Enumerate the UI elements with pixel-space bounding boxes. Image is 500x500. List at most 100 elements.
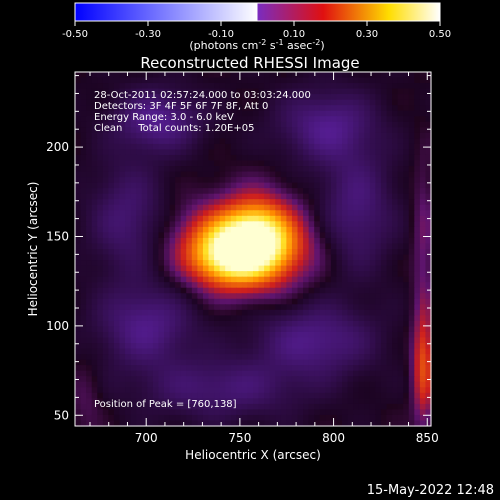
heatmap-cell [125,105,132,112]
heatmap-cell [380,414,388,422]
heatmap-cell [369,343,376,350]
heatmap-cell [75,381,82,388]
heatmap-cell [91,387,98,394]
heatmap-cell [241,77,249,84]
heatmap-cell [297,376,304,383]
heatmap-cell [180,127,187,134]
heatmap-cell [175,193,182,200]
heatmap-cell [303,403,310,411]
heatmap-cell [113,182,121,189]
heatmap-cell [130,354,137,361]
heatmap-cell [186,143,193,151]
heatmap-cell [280,143,287,151]
heatmap-cell [369,210,376,217]
heatmap-cell [86,237,93,245]
heatmap-cell [308,387,315,394]
heatmap-cell [191,315,198,322]
heatmap-cell [380,127,388,134]
heatmap-cell [191,154,198,162]
heatmap-cell [208,409,215,416]
heatmap-cell [414,249,421,256]
heatmap-cell [269,343,276,350]
heatmap-cell [230,260,237,267]
heatmap-cell [86,182,93,189]
heatmap-cell [141,354,148,361]
heatmap-cell [247,121,254,128]
heatmap-cell [147,188,154,195]
heatmap-cell [291,215,299,222]
heatmap-cell [397,260,404,267]
heatmap-cell [130,376,137,383]
heatmap-cell [280,121,287,128]
heatmap-cell [314,105,321,112]
heatmap-cell [286,243,293,250]
heatmap-cell [258,387,265,394]
heatmap-cell [280,403,287,411]
heatmap-cell [303,249,310,256]
heatmap-cell [386,166,393,173]
heatmap-cell [247,304,254,311]
heatmap-cell [75,193,82,200]
heatmap-cell [258,293,265,300]
heatmap-cell [197,88,204,95]
heatmap-cell [214,143,221,151]
heatmap-cell [392,337,399,344]
heatmap-cell [225,94,232,101]
heatmap-cell [208,166,215,173]
heatmap-cell [319,293,326,300]
heatmap-cell [275,293,282,300]
heatmap-cell [247,116,254,123]
heatmap-cell [392,171,399,178]
heatmap-cell [264,199,271,206]
heatmap-cell [403,199,410,206]
heatmap-cell [386,354,393,361]
heatmap-cell [225,392,232,399]
heatmap-cell [152,121,160,128]
heatmap-cell [152,154,160,162]
heatmap-cell [392,110,399,117]
heatmap-cell [364,77,371,84]
heatmap-cell [219,414,226,422]
heatmap-cell [186,83,193,90]
heatmap-cell [325,77,332,84]
heatmap-cell [97,392,104,399]
heatmap-cell [264,182,271,189]
heatmap-cell [102,398,109,405]
heatmap-cell [364,387,371,394]
heatmap-cell [286,182,293,189]
heatmap-cell [102,298,109,305]
heatmap-cell [169,315,176,322]
heatmap-cell [336,287,343,294]
heatmap-cell [319,116,326,123]
heatmap-cell [241,326,249,333]
heatmap-cell [425,293,432,300]
heatmap-image [75,72,432,427]
peak-position-label: Position of Peak = [760,138] [94,399,237,410]
heatmap-cell [342,387,349,394]
heatmap-cell [369,88,376,95]
heatmap-cell [91,304,98,311]
heatmap-cell [314,199,321,206]
heatmap-cell [297,210,304,217]
heatmap-cell [191,215,198,222]
heatmap-cell [358,376,365,383]
heatmap-cell [392,392,399,399]
heatmap-cell [175,376,182,383]
heatmap-cell [408,309,415,316]
heatmap-cell [241,188,249,195]
heatmap-cell [80,160,87,167]
heatmap-cell [269,154,276,162]
heatmap-cell [375,271,382,278]
heatmap-cell [191,105,198,112]
heatmap-cell [158,398,165,405]
heatmap-cell [241,221,249,228]
heatmap-cell [219,99,226,106]
heatmap-cell [403,232,410,239]
heatmap-cell [358,387,365,394]
heatmap-cell [225,232,232,239]
heatmap-cell [314,315,321,322]
heatmap-cell [258,237,265,245]
heatmap-cell [119,249,126,256]
heatmap-cell [319,249,326,256]
heatmap-cell [386,365,393,372]
